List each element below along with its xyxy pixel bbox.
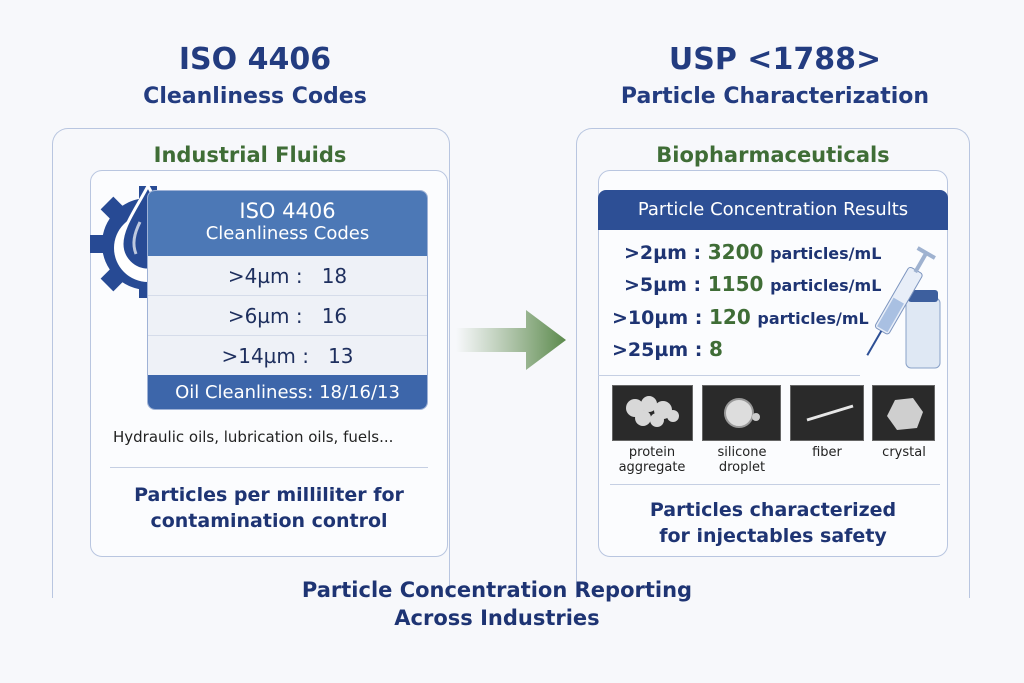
label-line: silicone: [717, 445, 767, 460]
syringe-vial-icon: [866, 246, 941, 369]
particle-label: protein aggregate: [604, 445, 700, 475]
left-subtitle: Cleanliness Codes: [143, 84, 367, 109]
size-label: >6µm :: [227, 304, 303, 328]
particle-label: crystal: [866, 445, 942, 460]
iso-table-header-line1: ISO 4406: [239, 199, 336, 223]
size-label: >14µm :: [221, 344, 309, 368]
left-caption-line1: Particles per milliliter for: [134, 484, 404, 506]
fiber-image: [790, 385, 864, 441]
oil-cleanliness-footer: Oil Cleanliness: 18/16/13: [148, 375, 427, 409]
table-row: >4µm : 18: [148, 256, 427, 296]
right-inner-panel: [598, 170, 948, 557]
iso-code-table: ISO 4406 Cleanliness Codes >4µm : 18 >6µ…: [147, 190, 428, 410]
results-header: Particle Concentration Results: [598, 190, 948, 230]
iso-table-header-line2: Cleanliness Codes: [205, 223, 370, 244]
right-caption: Particles characterized for injectables …: [598, 497, 948, 549]
left-caption-line2: contamination control: [150, 510, 388, 532]
right-panel-title: Biopharmaceuticals: [656, 143, 890, 167]
label-line: crystal: [882, 445, 926, 460]
code-value: 18: [321, 264, 348, 288]
left-panel-title: Industrial Fluids: [153, 143, 347, 167]
silicone-droplet-image: [702, 385, 781, 441]
divider: [610, 484, 940, 485]
unit: particles/mL: [770, 276, 882, 295]
size-label: >4µm :: [227, 264, 303, 288]
size-label: >10µm :: [612, 307, 703, 329]
right-subtitle: Particle Characterization: [620, 84, 930, 109]
label-line: fiber: [812, 445, 842, 460]
right-caption-line1: Particles characterized: [649, 499, 897, 521]
left-outer-panel: [52, 128, 450, 598]
size-label: >5µm :: [624, 274, 702, 296]
count-value: 1150: [707, 272, 764, 296]
code-value: 13: [328, 344, 354, 368]
table-row: >14µm : 13: [148, 336, 427, 376]
result-row: >10µm : 120 particles/mL: [612, 305, 869, 329]
label-line: droplet: [718, 460, 766, 475]
crystal-image: [872, 385, 935, 441]
code-value: 16: [321, 304, 348, 328]
result-row: >25µm : 8: [612, 337, 723, 361]
result-row: >5µm : 1150 particles/mL: [624, 272, 881, 296]
protein-aggregate-image: [612, 385, 693, 441]
divider: [598, 375, 860, 376]
count-value: 120: [708, 305, 751, 329]
arrow-right-icon: [456, 310, 566, 370]
footer-line2: Across Industries: [394, 606, 600, 630]
count-value: 8: [708, 337, 723, 361]
unit: particles/mL: [757, 309, 869, 328]
left-title: ISO 4406: [178, 42, 332, 77]
footer-title: Particle Concentration Reporting Across …: [250, 576, 744, 632]
iso-table-header: ISO 4406 Cleanliness Codes: [148, 191, 427, 256]
right-title: USP <1788>: [668, 42, 882, 77]
label-line: aggregate: [618, 460, 686, 475]
particle-label: fiber: [790, 445, 864, 460]
size-label: >2µm :: [624, 242, 702, 264]
right-caption-line2: for injectables safety: [659, 525, 887, 547]
unit: particles/mL: [770, 244, 882, 263]
footer-line1: Particle Concentration Reporting: [301, 578, 693, 602]
right-outer-panel: [576, 128, 970, 598]
left-caption: Particles per milliliter for contaminati…: [100, 482, 438, 534]
count-value: 3200: [707, 240, 764, 264]
fluid-examples: Hydraulic oils, lubrication oils, fuels.…: [113, 428, 394, 446]
particle-label: silicone droplet: [696, 445, 788, 475]
divider: [110, 467, 428, 468]
size-label: >25µm :: [612, 339, 703, 361]
result-row: >2µm : 3200 particles/mL: [624, 240, 881, 264]
table-row: >6µm : 16: [148, 296, 427, 336]
label-line: protein: [628, 445, 676, 460]
